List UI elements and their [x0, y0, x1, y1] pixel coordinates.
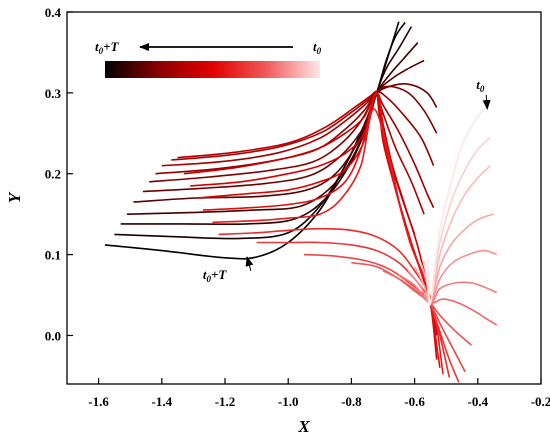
x-tick-label: -0.8 [341, 394, 362, 409]
trajectory-line-9 [161, 92, 435, 209]
trajectory-line-16 [212, 108, 444, 375]
trajectory-line-15 [202, 92, 441, 368]
colorbar-legend: t0+T t0 [95, 39, 322, 78]
trajectory-line-12 [183, 92, 438, 336]
trajectory-line-21 [382, 270, 498, 326]
trajectory-line-18 [256, 241, 460, 383]
trajectory-line-10 [171, 91, 425, 215]
x-tick-label: -0.4 [468, 394, 489, 409]
trajectory-line-13 [190, 92, 438, 348]
x-tick-label: -0.2 [531, 394, 550, 409]
y-tick-label: 0.3 [45, 86, 62, 101]
x-axis-title: X [297, 417, 310, 436]
annotation-start-arrow [482, 94, 491, 111]
annotation-end-label: t0+T [203, 267, 228, 284]
colorbar [105, 61, 320, 78]
annotation-start-label: t0 [476, 77, 485, 94]
y-tick-label: 0.2 [45, 167, 61, 182]
trajectory-line-24 [413, 213, 494, 305]
x-tick-label: -1.0 [278, 394, 299, 409]
x-tick-label: -1.6 [88, 394, 109, 409]
annotations: t0+T t0 [203, 77, 491, 284]
x-tick-label: -1.4 [152, 394, 173, 409]
series-group [104, 21, 498, 383]
annotation-end-arrow [245, 256, 254, 272]
plot-frame [66, 11, 542, 385]
trajectory-line-4 [126, 42, 419, 215]
y-axis: 0.0 0.1 0.2 0.3 0.4 [45, 5, 73, 343]
y-tick-label: 0.0 [45, 328, 61, 343]
trajectory-line-14 [196, 92, 438, 360]
y-tick-label: 0.4 [45, 5, 62, 20]
trajectory-line-23 [407, 249, 498, 304]
trajectory-line-3 [120, 26, 413, 226]
y-axis-title: Y [5, 191, 24, 203]
colorbar-right-label: t0 [313, 39, 322, 56]
trajectory-line-26 [423, 136, 491, 306]
trajectory-line-2 [114, 22, 406, 240]
y-tick-label: 0.1 [45, 248, 61, 263]
trajectory-line-22 [398, 274, 498, 304]
x-tick-label: -1.2 [215, 394, 236, 409]
x-tick-label: -0.6 [404, 394, 425, 409]
colorbar-left-label: t0+T [95, 39, 120, 56]
x-axis: -1.6 -1.4 -1.2 -1.0 -0.8 -0.6 -0.4 -0.2 [88, 378, 550, 409]
trajectory-line-6 [142, 82, 438, 193]
